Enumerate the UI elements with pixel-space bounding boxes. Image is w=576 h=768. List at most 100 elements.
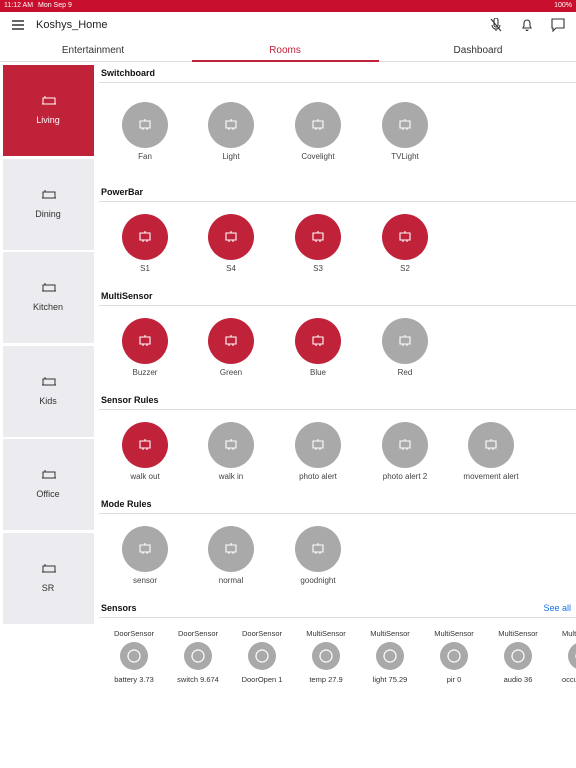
mic-off-button[interactable] [490,18,502,32]
room-tab[interactable]: Kids [3,346,94,437]
sensor-type: MultiSensor [498,629,538,638]
device-label: Light [222,152,240,161]
sensor-type: DoorSensor [177,629,219,638]
device-toggle[interactable] [208,526,254,572]
device-label: Blue [309,368,327,377]
room-label: SR [41,583,55,593]
sensor-value: switch 9.674 [177,675,219,684]
device-label: goodnight [300,576,336,585]
sensor-icon [376,642,404,670]
battery-level: 100% [554,2,572,9]
menu-button[interactable] [12,20,24,30]
section-title: MultiSensor [101,291,153,301]
sensor-type: DoorSensor [113,629,155,638]
room-icon [42,564,56,573]
device-label: TVLight [391,152,419,161]
sensor-value: DoorOpen 1 [241,675,283,684]
device-toggle[interactable] [208,214,254,260]
room-icon [42,283,56,292]
section-divider [99,617,576,618]
device-toggle[interactable] [122,422,168,468]
status-bar: 11:12 AM Mon Sep 9 100% [0,0,576,12]
section-title: PowerBar [101,187,144,197]
device-toggle[interactable] [122,318,168,364]
device-toggle[interactable] [295,422,341,468]
room-icon [42,470,56,479]
device-toggle[interactable] [208,318,254,364]
sensor-type: MultiSensor [370,629,410,638]
see-all-link[interactable]: See all [543,603,571,613]
device-label: Covelight [301,152,335,161]
device-toggle[interactable] [295,102,341,148]
device-toggle[interactable] [208,422,254,468]
room-label: Office [36,489,60,499]
room-label: Kitchen [32,302,64,312]
device-toggle[interactable] [122,526,168,572]
sensor-value: light 75.29 [372,675,408,684]
device-label: Buzzer [132,368,158,377]
section-divider [99,305,576,306]
room-icon [42,96,56,105]
room-icon [41,282,57,294]
tab[interactable]: Entertainment [61,45,125,56]
home-title: Koshys_Home [36,19,108,31]
device-toggle[interactable] [295,214,341,260]
device-label: photo alert [299,472,337,481]
device-toggle[interactable] [295,318,341,364]
device-label: S3 [313,264,323,273]
room-icon [41,189,57,201]
sensor-icon [568,642,576,670]
device-toggle[interactable] [122,214,168,260]
sensor-value: audio 36 [503,675,533,684]
sensor-value: temp 27.9 [309,675,343,684]
device-label: Red [397,368,413,377]
sensor-type: Mult [562,629,576,638]
tab[interactable]: Rooms [269,45,301,56]
device-toggle[interactable] [382,102,428,148]
room-tab[interactable]: SR [3,533,94,624]
sensor-icon [440,642,468,670]
room-icon [42,190,56,199]
sensor-icon [120,642,148,670]
device-toggle[interactable] [382,318,428,364]
section-divider [99,513,576,514]
room-label: Dining [35,209,61,219]
room-tab[interactable]: Office [3,439,94,530]
sensor-icon [184,642,212,670]
section-title: Mode Rules [101,499,152,509]
device-toggle[interactable] [122,102,168,148]
section-title: Sensor Rules [101,395,159,405]
room-tab[interactable]: Living [3,65,94,156]
section-divider [99,82,576,83]
room-label: Kids [39,396,57,406]
room-tab[interactable]: Dining [3,159,94,250]
room-icon [41,563,57,575]
sensor-icon [312,642,340,670]
device-toggle[interactable] [295,526,341,572]
device-toggle[interactable] [208,102,254,148]
messages-button[interactable] [551,18,565,32]
device-label: sensor [132,576,158,585]
device-toggle[interactable] [382,214,428,260]
sensor-type: DoorSensor [241,629,283,638]
device-label: S4 [226,264,236,273]
sensor-value: occu [562,675,576,684]
sensor-type: MultiSensor [306,629,346,638]
tab[interactable]: Dashboard [453,45,503,56]
section-title: Switchboard [101,68,156,78]
header: Koshys_Home [0,12,576,40]
room-icon [41,469,57,481]
section-divider [99,201,576,202]
device-toggle[interactable] [382,422,428,468]
sensor-value: battery 3.73 [114,675,154,684]
notifications-button[interactable] [521,18,533,32]
device-toggle[interactable] [468,422,514,468]
sensor-type: MultiSensor [434,629,474,638]
room-icon [41,376,57,388]
room-tab[interactable]: Kitchen [3,252,94,343]
device-label: walk in [218,472,244,481]
room-label: Living [36,115,60,125]
room-icon [42,377,56,386]
section-title: Sensors [101,603,137,613]
